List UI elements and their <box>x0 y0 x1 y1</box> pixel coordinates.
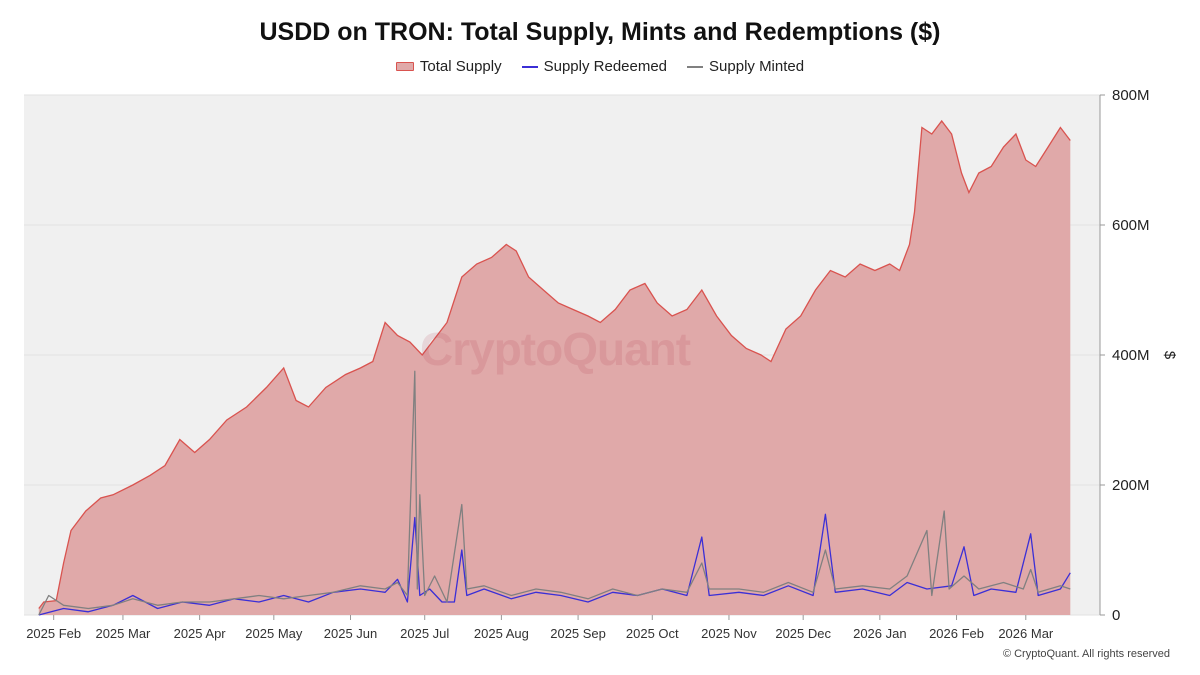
series-line-total-supply <box>38 119 1071 609</box>
x-tick-label: 2025 Dec <box>775 626 831 641</box>
x-tick-label: 2025 Apr <box>174 626 227 641</box>
legend-swatch-total-supply <box>395 62 414 71</box>
series-area-total-supply <box>38 121 1071 615</box>
chart-title: USDD on TRON: Total Supply, Mints and Re… <box>259 18 941 46</box>
copyright-notice: © CryptoQuant. All rights reserved <box>1002 648 1170 660</box>
x-tick-label: 2025 Mar <box>95 626 151 641</box>
x-tick-label: 2026 Feb <box>929 626 984 641</box>
y-tick-label: 400M <box>1112 347 1150 364</box>
legend-label-total-supply: Total Supply <box>419 58 502 75</box>
x-axis: 2025 Feb 2025 Mar 2025 Apr 2025 May 2025 Jun… <box>26 615 1054 641</box>
x-tick-label: 2025 May <box>245 626 303 641</box>
x-tick-label: 2025 Nov <box>701 626 757 641</box>
x-tick-label: 2025 Feb <box>26 626 81 641</box>
x-tick-label: 2025 Jul <box>400 626 449 641</box>
x-tick-label: 2025 Aug <box>474 626 529 641</box>
x-tick-label: 2025 Oct <box>626 626 679 641</box>
legend-item-total-supply[interactable]: Total Supply <box>395 58 502 75</box>
x-tick-label: 2025 Sep <box>550 626 606 641</box>
legend-label-supply-redeemed: Supply Redeemed <box>543 58 668 75</box>
legend-item-supply-minted[interactable]: Supply Minted <box>687 58 804 75</box>
y-tick-label: 0 <box>1112 607 1120 624</box>
legend: Total Supply Supply Redeemed Supply Mint… <box>0 58 1200 75</box>
legend-item-supply-redeemed[interactable]: Supply Redeemed <box>521 58 668 75</box>
legend-swatch-supply-redeemed <box>521 65 538 68</box>
x-tick-label: 2026 Mar <box>998 626 1054 641</box>
x-tick-label: 2025 Jun <box>324 626 378 641</box>
legend-swatch-supply-minted <box>687 65 704 68</box>
y-tick-label: 600M <box>1112 217 1150 234</box>
x-tick-label: 2026 Jan <box>853 626 907 641</box>
series-layer <box>38 119 1071 616</box>
y-tick-label: 200M <box>1112 477 1150 494</box>
y-axis-label: $ <box>1161 351 1178 360</box>
series-line-supply-minted <box>38 370 1071 616</box>
legend-label-supply-minted: Supply Minted <box>709 58 805 75</box>
y-axis: 0 200M 400M 600M 800M <box>1100 87 1150 624</box>
y-tick-label: 800M <box>1112 87 1150 104</box>
